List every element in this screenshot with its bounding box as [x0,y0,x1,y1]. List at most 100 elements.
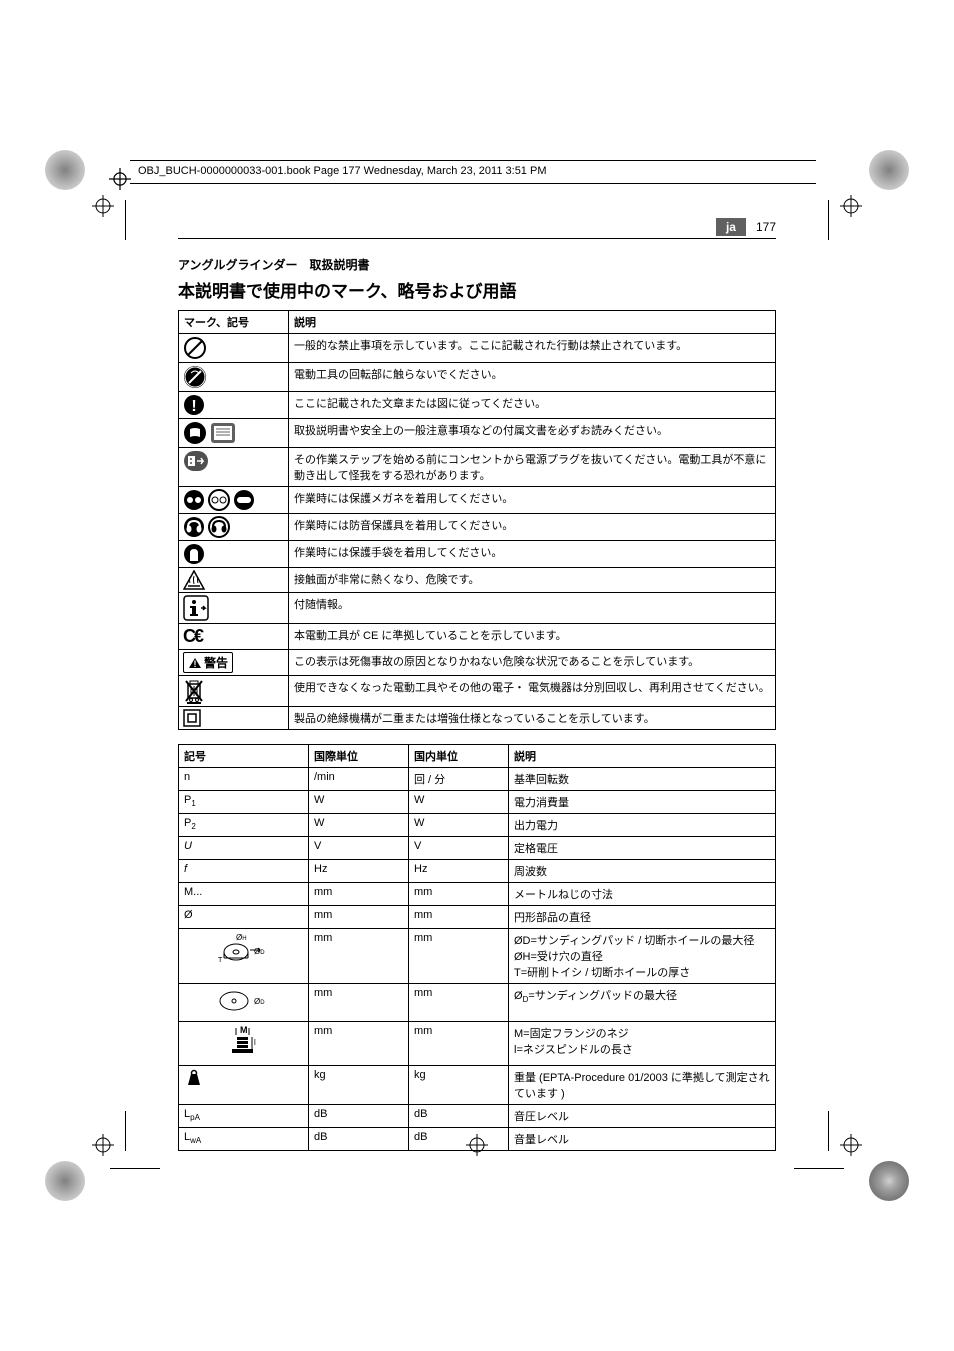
unit-desc: ØD=サンディングパッドの最大径 [509,984,776,1022]
table-row: 作業時には保護メガネを着用してください。 [179,487,776,514]
unit-int: dB [309,1105,409,1128]
unit-sym: f [179,860,309,883]
unit-dom: W [409,791,509,814]
section-title: 本説明書で使用中のマーク、略号および用語 [178,277,776,302]
main-content: アングルグラインダー 取扱説明書 本説明書で使用中のマーク、略号および用語 マー… [178,256,776,1151]
symbol-desc: 接触面が非常に熱くなり、危険です。 [289,568,776,593]
reg-mark-tr [840,195,862,217]
table-row: UVV定格電圧 [179,837,776,860]
symbol-desc: 本電動工具が CE に準拠していることを示しています。 [289,624,776,650]
crop-line-tr-v [828,200,829,240]
crop-line-tl-v [125,200,126,240]
unit-desc: メートルねじの寸法 [509,883,776,906]
unit-dom: Hz [409,860,509,883]
unit-sym: U [179,837,309,860]
unit-desc: 音量レベル [509,1128,776,1151]
svg-text:!: ! [194,659,197,669]
pad-diagram-icon: ØD [179,984,309,1022]
svg-text:!: ! [191,398,196,415]
unplug-icon [179,448,289,487]
unit-table-header-desc: 説明 [509,745,776,768]
symbol-desc: この表示は死傷事故の原因となりかねない危険な状況であることを示しています。 [289,650,776,676]
crop-line-br-v [828,1111,829,1151]
table-row: 使用できなくなった電動工具やその他の電子・ 電気機器は分別回収し、再利用させてく… [179,676,776,707]
svg-text:ØD: ØD [254,947,265,956]
unit-desc: 重量 (EPTA-Procedure 01/2003 に準拠して測定されています… [509,1066,776,1105]
unit-desc: 定格電圧 [509,837,776,860]
unit-int: V [309,837,409,860]
content-top-rule [178,238,776,239]
table-row: ØHTØDmmmmØD=サンディングパッド / 切断ホイールの最大径 ØH=受け… [179,929,776,984]
framemaker-header: OBJ_BUCH-0000000033-001.book Page 177 We… [138,165,546,177]
table-row: n/min回 / 分基準回転数 [179,768,776,791]
symbol-desc: 一般的な禁止事項を示しています。ここに記載された行動は禁止されています。 [289,334,776,363]
crop-line-bl-v [125,1111,126,1151]
unit-dom: mm [409,929,509,984]
unit-dom: 回 / 分 [409,768,509,791]
unit-int: /min [309,768,409,791]
unit-dom: kg [409,1066,509,1105]
unit-dom: mm [409,1022,509,1066]
table-row: !警告 この表示は死傷事故の原因となりかねない危険な状況であることを示しています… [179,650,776,676]
header-rule-top [130,160,816,161]
table-row: LpAdBdB音圧レベル [179,1105,776,1128]
unit-sym: Ø [179,906,309,929]
unit-dom: W [409,814,509,837]
info-icon [179,593,289,624]
symbol-desc: 取扱説明書や安全上の一般注意事項などの付属文書を必ずお読みください。 [289,419,776,448]
table-row: その作業ステップを始める前にコンセントから電源プラグを抜いてください。電動工具が… [179,448,776,487]
symbol-desc: 作業時には防音保護具を着用してください。 [289,514,776,541]
unit-int: kg [309,1066,409,1105]
symbol-desc: 作業時には保護手袋を着用してください。 [289,541,776,568]
table-row: ! ここに記載された文章または図に従ってください。 [179,392,776,419]
page-indicator: ja 177 [716,218,776,236]
unit-dom: mm [409,906,509,929]
unit-sym: LpA [179,1105,309,1128]
symbol-desc: 使用できなくなった電動工具やその他の電子・ 電気機器は分別回収し、再利用させてく… [289,676,776,707]
unit-desc: 周波数 [509,860,776,883]
gloves-icon [179,541,289,568]
header-rule-bot [130,183,816,184]
unit-int: mm [309,883,409,906]
weee-icon [179,676,289,707]
svg-text:l: l [254,1038,256,1047]
table-row: M...mmmmメートルねじの寸法 [179,883,776,906]
unit-int: mm [309,906,409,929]
unit-desc: 円形部品の直径 [509,906,776,929]
table-row: 取扱説明書や安全上の一般注意事項などの付属文書を必ずお読みください。 [179,419,776,448]
table-row: P1WW電力消費量 [179,791,776,814]
unit-table-header-int: 国際単位 [309,745,409,768]
table-row: 一般的な禁止事項を示しています。ここに記載された行動は禁止されています。 [179,334,776,363]
disc-diagram-icon: ØHTØD [179,929,309,984]
table-row: Ømmmm円形部品の直径 [179,906,776,929]
symbol-table-header-desc: 説明 [289,311,776,334]
reg-mark-br [840,1134,862,1156]
ce-mark-icon: C€ [179,624,289,650]
unit-table-header-sym: 記号 [179,745,309,768]
table-row: C€ 本電動工具が CE に準拠していることを示しています。 [179,624,776,650]
reg-mark-header [109,168,131,190]
table-row: 付随情報。 [179,593,776,624]
svg-text:T: T [218,957,223,964]
unit-int: mm [309,929,409,984]
symbol-desc: 作業時には保護メガネを着用してください。 [289,487,776,514]
warning-icon: !警告 [179,650,289,676]
print-corner-bl [45,1161,85,1201]
unit-table: 記号 国際単位 国内単位 説明 n/min回 / 分基準回転数 P1WW電力消費… [178,744,776,1151]
crop-line-br [794,1168,844,1169]
unit-desc: ØD=サンディングパッド / 切断ホイールの最大径 ØH=受け穴の直径 T=研削… [509,929,776,984]
symbol-table-header-mark: マーク、記号 [179,311,289,334]
unit-desc: 基準回転数 [509,768,776,791]
table-row: kgkg重量 (EPTA-Procedure 01/2003 に準拠して測定され… [179,1066,776,1105]
reg-mark-tl [92,195,114,217]
table-row: LwAdBdB音量レベル [179,1128,776,1151]
unit-int: mm [309,1022,409,1066]
table-row: 製品の絶縁機構が二重または増強仕様となっていることを示しています。 [179,707,776,730]
unit-dom: mm [409,883,509,906]
follow-instruction-icon: ! [179,392,289,419]
unit-int: mm [309,984,409,1022]
unit-sym: n [179,768,309,791]
page-number: 177 [756,220,776,234]
symbol-desc: その作業ステップを始める前にコンセントから電源プラグを抜いてください。電動工具が… [289,448,776,487]
table-row: 接触面が非常に熱くなり、危険です。 [179,568,776,593]
